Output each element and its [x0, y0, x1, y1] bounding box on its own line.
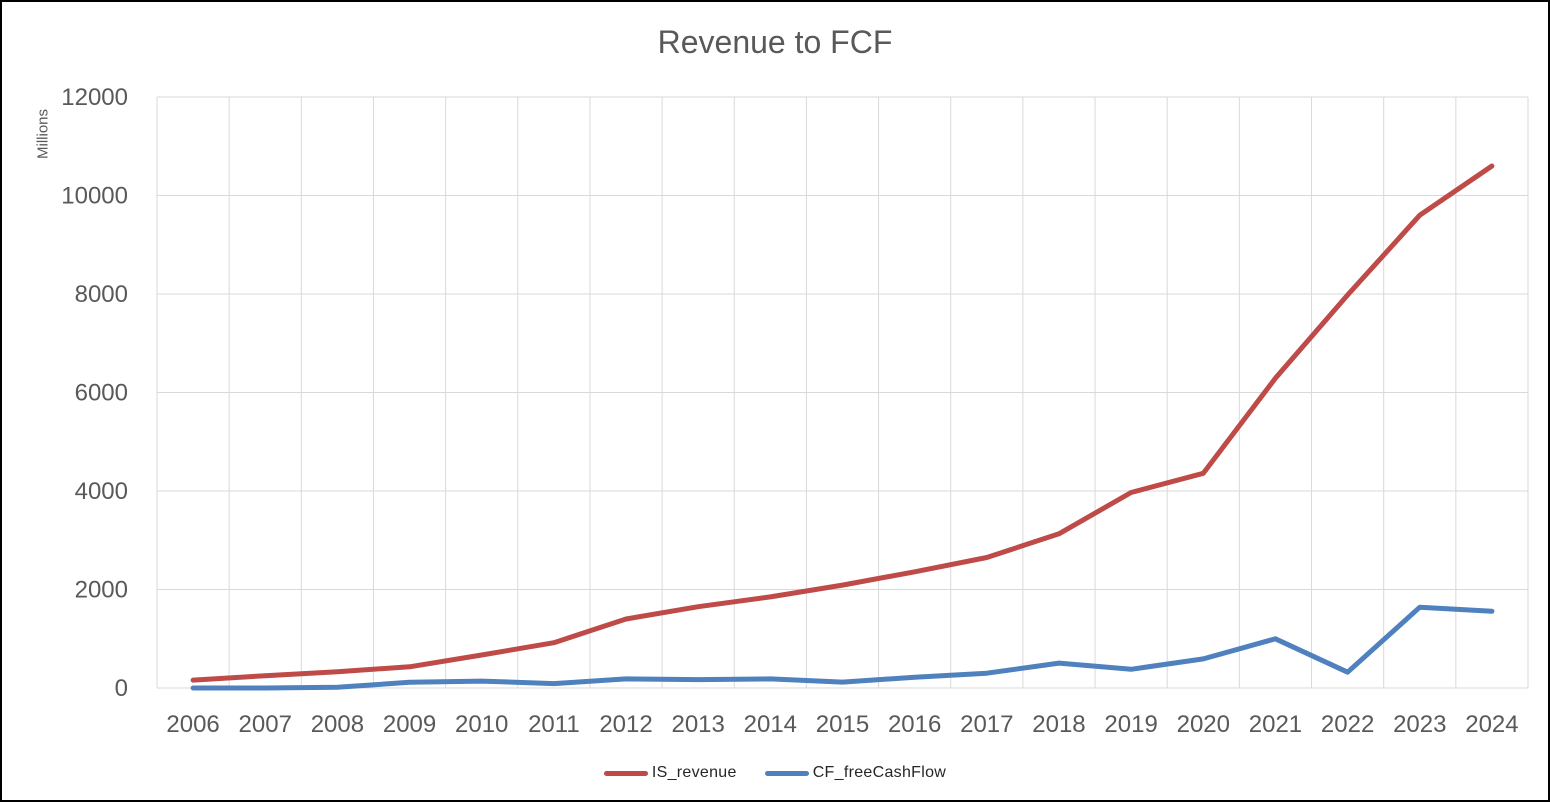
series-line-IS_revenue[interactable] [190, 163, 1495, 683]
x-axis-tick-label: 2015 [816, 711, 869, 738]
x-axis-tick-label: 2007 [239, 711, 292, 738]
y-axis-tick-label: 2000 [75, 577, 128, 604]
x-axis-tick-label: 2018 [1032, 711, 1085, 738]
x-axis-tick-label: 2006 [166, 711, 219, 738]
y-axis-tick-label: 12000 [61, 84, 128, 111]
chart-title: Revenue to FCF [657, 24, 893, 60]
y-axis-tick-label: 0 [115, 675, 128, 702]
x-axis-tick-label: 2012 [599, 711, 652, 738]
x-axis-tick-label: 2016 [888, 711, 941, 738]
x-axis-tick-label: 2010 [455, 711, 508, 738]
x-axis-tick-label: 2008 [311, 711, 364, 738]
x-axis-tick-label: 2013 [671, 711, 724, 738]
x-axis-tick-label: 2011 [528, 711, 580, 738]
x-axis-tick-label: 2023 [1393, 711, 1446, 738]
y-axis-tick-label: 4000 [75, 478, 128, 505]
x-axis-tick-label: 2020 [1177, 711, 1230, 738]
x-axis-tick-label: 2014 [744, 711, 797, 738]
x-axis-tick-label: 2019 [1104, 711, 1157, 738]
chart-legend: IS_revenue CF_freeCashFlow [2, 758, 1548, 788]
x-axis-tick-label: 2017 [960, 711, 1013, 738]
legend-label-is-revenue: IS_revenue [651, 764, 737, 781]
legend-item-is-revenue[interactable]: IS_revenue [603, 764, 737, 782]
y-axis-tick-label: 8000 [75, 281, 128, 308]
x-axis-tick-label: 2009 [383, 711, 436, 738]
legend-label-cf-freecashflow: CF_freeCashFlow [812, 764, 947, 781]
y-axis-tick-label: 10000 [61, 183, 128, 210]
x-axis-tick-label: 2022 [1321, 711, 1374, 738]
series-line-CF_freeCashFlow[interactable] [190, 604, 1495, 691]
x-axis-tick-label: 2024 [1465, 711, 1518, 738]
x-axis-tick-label: 2021 [1249, 711, 1302, 738]
legend-swatch-is-revenue [603, 770, 648, 776]
legend-item-cf-freecashflow[interactable]: CF_freeCashFlow [764, 764, 947, 782]
legend-swatch-cf-freecashflow [764, 770, 809, 776]
y-axis-tick-label: 6000 [75, 380, 128, 407]
